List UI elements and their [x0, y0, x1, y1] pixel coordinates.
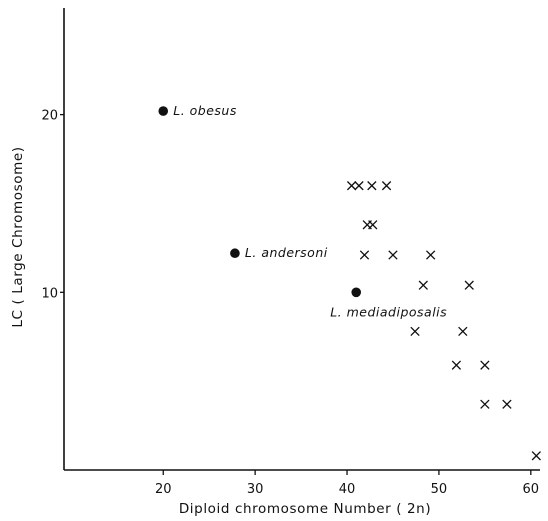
data-point-circle [158, 106, 169, 116]
data-point-x [480, 360, 490, 370]
data-point-x [410, 326, 420, 337]
data-point-x [354, 181, 364, 191]
x-tick-label: 40 [339, 482, 356, 497]
data-point-x [367, 181, 377, 191]
data-point-x [368, 220, 378, 230]
data-point-x [451, 360, 462, 370]
ticks: 20 30 40 50 60 10 20 [41, 109, 539, 497]
x-tick-label: 20 [155, 482, 172, 497]
data-point-x [425, 250, 436, 260]
data-point-x [381, 181, 392, 191]
point-label: L. andersoni [245, 245, 328, 260]
data-point-x [531, 451, 541, 461]
y-tick-label: 10 [41, 286, 58, 301]
point-label: L. mediadiposalis [330, 304, 447, 319]
data-point-x [464, 280, 474, 290]
x-tick-label: 50 [431, 482, 448, 497]
data-point-x [502, 399, 512, 409]
data-point-circle [351, 287, 362, 298]
data-point-x [346, 181, 357, 191]
x-tick-label: 60 [523, 482, 540, 497]
axes [63, 8, 540, 471]
point-label: L. obesus [173, 103, 237, 118]
data-point-x [359, 250, 370, 260]
y-axis-label: LC ( Large Chromosome) [10, 146, 26, 327]
x-axis-label: Diploid chromosome Number ( 2n) [179, 501, 431, 517]
x-tick-label: 30 [247, 482, 264, 497]
data-point-x [388, 250, 398, 260]
data-point-circle [230, 248, 240, 259]
y-tick-label: 20 [41, 109, 58, 124]
data-point-x [418, 280, 428, 290]
data-marks: L. obesus L. andersoni L. mediadiposalis [158, 103, 541, 461]
data-point-x [458, 326, 468, 337]
data-point-x [480, 399, 490, 409]
